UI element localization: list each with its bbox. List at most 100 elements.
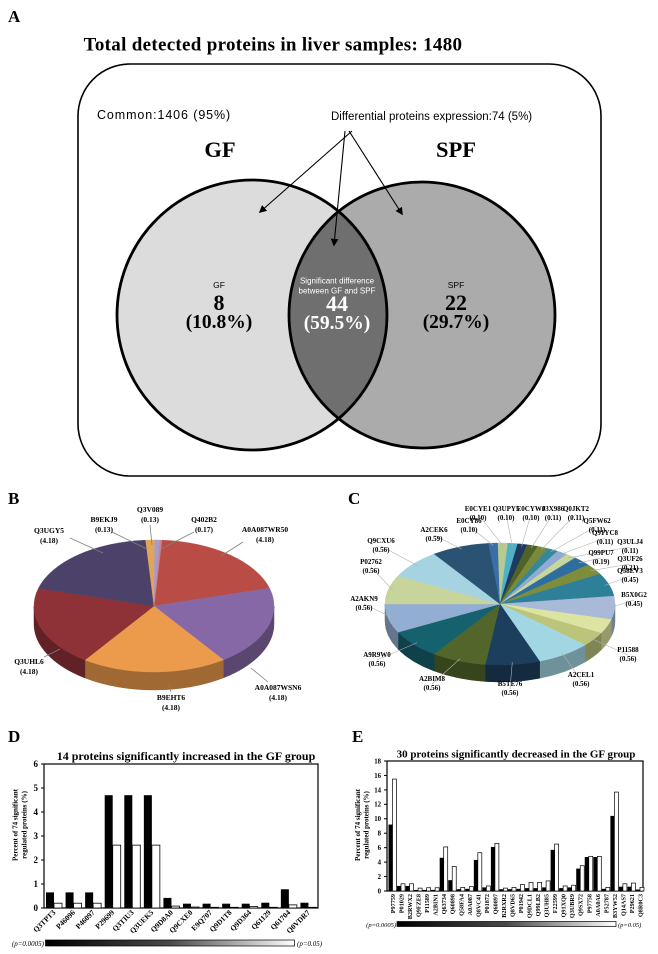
svg-text:(0.56): (0.56) <box>363 567 381 575</box>
svg-text:P11588: P11588 <box>617 646 639 654</box>
svg-text:P29621: P29621 <box>629 894 636 913</box>
svg-text:14 proteins significantly incr: 14 proteins significantly increased in t… <box>57 749 316 763</box>
svg-text:J3X986: J3X986 <box>542 505 565 513</box>
svg-text:(0.17): (0.17) <box>195 525 214 534</box>
svg-text:(4.18): (4.18) <box>256 535 275 544</box>
svg-text:(0.11): (0.11) <box>589 526 606 534</box>
svg-text:Q9CXU6: Q9CXU6 <box>367 537 395 545</box>
svg-text:Q3UF26: Q3UF26 <box>617 555 643 563</box>
svg-text:A0A087WSN6: A0A087WSN6 <box>255 683 302 692</box>
svg-text:14: 14 <box>374 787 381 794</box>
svg-text:A0A087WR50: A0A087WR50 <box>242 525 288 534</box>
svg-text:B3YW52: B3YW52 <box>612 894 619 918</box>
svg-text:(4.18): (4.18) <box>20 667 39 676</box>
svg-text:(0.56): (0.56) <box>424 684 442 692</box>
svg-text:(4.18): (4.18) <box>162 703 181 712</box>
svg-text:A2CEL1: A2CEL1 <box>568 671 595 679</box>
svg-text:Q3UH85: Q3UH85 <box>544 894 551 917</box>
svg-text:(p=0.0005): (p=0.0005) <box>366 922 396 929</box>
svg-text:(0.21): (0.21) <box>622 564 640 572</box>
svg-text:2: 2 <box>378 874 382 881</box>
svg-text:(10.8%): (10.8%) <box>186 312 253 333</box>
svg-text:A9R9W0: A9R9W0 <box>363 651 391 659</box>
svg-text:Differential proteins expressi: Differential proteins expression:74 (5%) <box>331 111 532 123</box>
svg-text:P01942: P01942 <box>518 894 525 913</box>
svg-text:SPF: SPF <box>448 280 465 290</box>
svg-text:F22599: F22599 <box>552 894 559 913</box>
svg-text:Q99PU7: Q99PU7 <box>588 549 614 557</box>
svg-text:0: 0 <box>34 903 39 913</box>
svg-text:Q60898: Q60898 <box>450 894 457 914</box>
svg-text:A2CEK6: A2CEK6 <box>420 526 448 534</box>
svg-text:B9EKJ9: B9EKJ9 <box>90 515 117 524</box>
svg-text:B5X0G2: B5X0G2 <box>621 591 647 599</box>
svg-text:P11589: P11589 <box>424 894 431 913</box>
svg-text:0: 0 <box>378 888 382 895</box>
svg-text:(59.5%): (59.5%) <box>304 313 371 334</box>
svg-text:5: 5 <box>34 783 39 793</box>
svg-text:A0A0A6: A0A0A6 <box>595 894 602 917</box>
svg-text:B9EHT6: B9EHT6 <box>157 693 186 702</box>
svg-text:16: 16 <box>374 773 381 780</box>
svg-text:Common:1406 (95%): Common:1406 (95%) <box>97 108 231 122</box>
svg-text:(0.56): (0.56) <box>620 655 638 663</box>
svg-text:C: C <box>348 489 360 508</box>
svg-text:(0.11): (0.11) <box>622 547 639 555</box>
svg-text:Q3UHL6: Q3UHL6 <box>14 657 44 666</box>
svg-text:(4.18): (4.18) <box>40 536 59 545</box>
svg-text:Q58EV3: Q58EV3 <box>617 567 643 575</box>
svg-text:E: E <box>352 727 363 746</box>
svg-text:(0.56): (0.56) <box>356 604 374 612</box>
svg-text:SPF: SPF <box>436 137 476 162</box>
svg-text:30 proteins significantly decr: 30 proteins significantly decreased in t… <box>397 749 636 761</box>
svg-text:Q3UPY5: Q3UPY5 <box>493 505 520 513</box>
svg-text:Percent of 74 significant: Percent of 74 significant <box>354 788 362 861</box>
svg-text:P01872: P01872 <box>484 894 491 913</box>
svg-text:Q9SX72: Q9SX72 <box>578 894 585 916</box>
svg-text:22: 22 <box>445 290 467 315</box>
svg-text:P02762: P02762 <box>360 558 382 566</box>
svg-text:GF: GF <box>213 280 225 290</box>
svg-text:E0CYW0: E0CYW0 <box>517 505 546 513</box>
svg-text:8: 8 <box>378 831 382 838</box>
svg-text:Percent of 74 significant: Percent of 74 significant <box>12 788 20 861</box>
svg-text:Q91XQ0: Q91XQ0 <box>561 894 568 917</box>
svg-text:(0.56): (0.56) <box>373 546 391 554</box>
svg-text:Q3UGY5: Q3UGY5 <box>34 526 64 535</box>
svg-text:Q5FW62: Q5FW62 <box>583 517 611 525</box>
svg-text:3: 3 <box>34 831 39 841</box>
svg-text:(0.45): (0.45) <box>626 600 644 608</box>
svg-text:Q402B2: Q402B2 <box>191 515 217 524</box>
svg-text:4: 4 <box>378 860 382 867</box>
svg-text:(0.13): (0.13) <box>95 525 114 534</box>
svg-text:(0.10): (0.10) <box>461 526 479 534</box>
svg-text:regulated proteins (%): regulated proteins (%) <box>363 790 371 858</box>
svg-text:Q9FZE8: Q9FZE8 <box>416 894 423 917</box>
svg-text:Q8VC41: Q8VC41 <box>475 894 482 917</box>
svg-text:(0.10): (0.10) <box>523 514 541 522</box>
svg-text:B: B <box>8 489 19 508</box>
svg-text:Q99LB2: Q99LB2 <box>535 894 542 916</box>
svg-text:(0.19): (0.19) <box>593 558 611 566</box>
svg-text:8: 8 <box>214 290 225 315</box>
svg-text:(0.59): (0.59) <box>426 535 444 543</box>
svg-text:(0.10): (0.10) <box>498 514 516 522</box>
svg-text:1: 1 <box>34 879 39 889</box>
svg-text:44: 44 <box>326 291 348 316</box>
svg-text:Q58FA4: Q58FA4 <box>458 894 465 916</box>
svg-text:E0CYE1: E0CYE1 <box>465 505 492 513</box>
svg-text:(0.11): (0.11) <box>597 538 614 546</box>
svg-text:Q3UBR9: Q3UBR9 <box>569 894 576 918</box>
svg-text:(p=0.05): (p=0.05) <box>618 922 641 929</box>
svg-text:Q63734: Q63734 <box>441 894 448 914</box>
svg-text:regulated proteins (%): regulated proteins (%) <box>21 790 29 858</box>
svg-text:between GF and SPF: between GF and SPF <box>299 287 376 296</box>
svg-text:Q14AS7: Q14AS7 <box>620 894 627 916</box>
svg-text:A2BIN1: A2BIN1 <box>433 894 440 916</box>
svg-text:Q60897: Q60897 <box>492 894 499 914</box>
svg-text:4: 4 <box>34 807 39 817</box>
svg-text:P01029: P01029 <box>399 894 406 913</box>
svg-text:6: 6 <box>34 759 39 769</box>
svg-text:B2RXR2: B2RXR2 <box>501 894 508 918</box>
svg-text:P97758: P97758 <box>586 894 593 913</box>
